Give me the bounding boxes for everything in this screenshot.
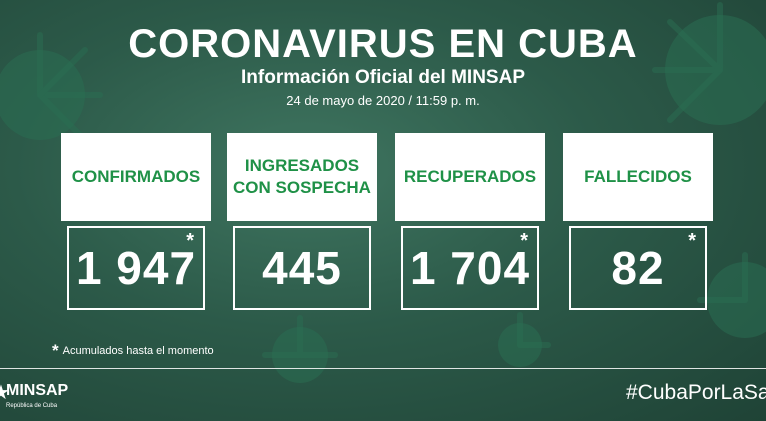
page-title: CORONAVIRUS EN CUBA — [128, 22, 638, 66]
logo-name: MINSAP — [6, 382, 69, 399]
footnote: * Acumulados hasta el momento — [52, 341, 214, 360]
card-fallecidos: FALLECIDOS 82 * — [563, 133, 713, 310]
asterisk-mark: * — [688, 230, 697, 252]
card-value: 445 — [233, 226, 371, 310]
page-subtitle: Información Oficial del MINSAP — [241, 67, 525, 88]
footer-divider — [0, 368, 766, 369]
star-icon: ★ — [0, 382, 10, 404]
footnote-star: * — [52, 341, 59, 360]
minsap-logo: ★ MINSAP República de Cuba — [0, 381, 132, 415]
card-number: 1 947 — [75, 242, 197, 294]
card-ingresados: INGRESADOS CON SOSPECHA 445 — [227, 133, 377, 310]
logo-subtitle: República de Cuba — [6, 403, 58, 409]
asterisk-mark: * — [186, 230, 195, 252]
card-label: FALLECIDOS — [563, 133, 713, 221]
hashtag: #CubaPorLaSa — [626, 381, 766, 404]
card-number: 82 — [611, 242, 665, 294]
card-value: 1 704 * — [401, 226, 539, 310]
card-label: INGRESADOS CON SOSPECHA — [227, 133, 377, 221]
card-confirmados: CONFIRMADOS 1 947 * — [61, 133, 211, 310]
asterisk-mark: * — [520, 230, 529, 252]
card-value: 1 947 * — [67, 226, 205, 310]
footnote-text: Acumulados hasta el momento — [62, 345, 214, 357]
card-value: 82 * — [569, 226, 707, 310]
card-label: RECUPERADOS — [395, 133, 545, 221]
report-date: 24 de mayo de 2020 / 11:59 p. m. — [286, 93, 480, 108]
card-number: 1 704 — [409, 242, 531, 294]
card-recuperados: RECUPERADOS 1 704 * — [395, 133, 545, 310]
card-number: 445 — [262, 242, 342, 294]
card-label: CONFIRMADOS — [61, 133, 211, 221]
